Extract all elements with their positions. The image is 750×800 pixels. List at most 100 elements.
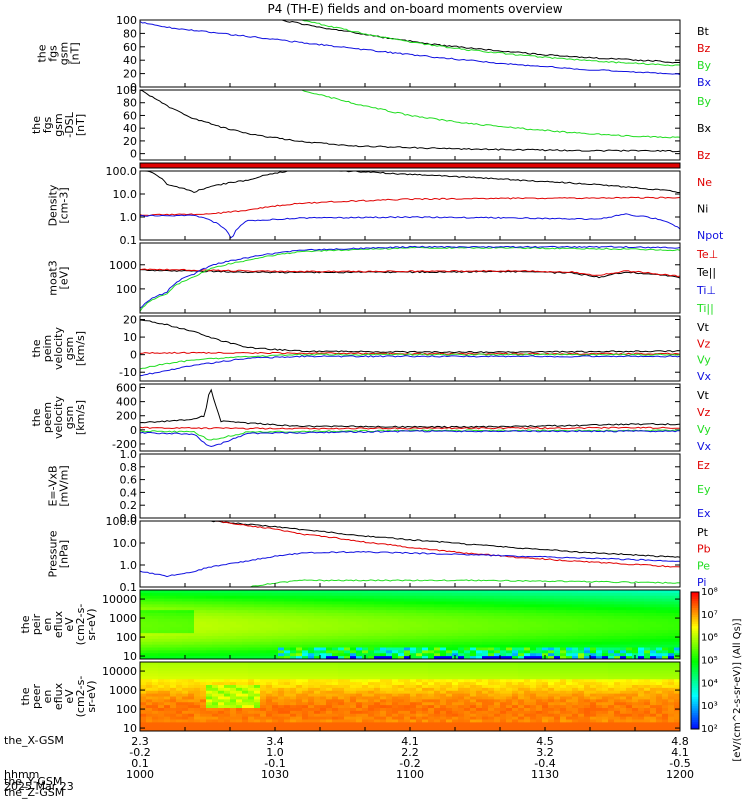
spectrogram-cell	[320, 598, 327, 603]
spectrogram-cell	[236, 595, 243, 600]
spectrogram-cell	[344, 702, 351, 706]
spectrogram-cell	[248, 647, 255, 651]
spectrogram-cell	[386, 590, 393, 594]
spectrogram-cell	[374, 650, 381, 654]
spectrogram-cell	[254, 705, 261, 709]
spectrogram-cell	[566, 687, 573, 692]
spectrogram-cell	[470, 627, 477, 631]
spectrogram-cell	[566, 630, 573, 634]
spectrogram-cell	[260, 716, 267, 721]
spectrogram-cell	[662, 630, 669, 634]
spectrogram-cell	[272, 615, 279, 620]
spectrogram-cell	[662, 604, 669, 608]
spectrogram-cell	[212, 710, 219, 715]
spectrogram-cell	[596, 630, 603, 634]
spectrogram-cell	[266, 719, 273, 723]
spectrogram-cell	[656, 667, 663, 672]
spectrogram-cell	[398, 615, 405, 620]
spectrogram-cell	[272, 713, 279, 718]
spectrogram-cell	[236, 590, 243, 594]
spectrogram-cell	[488, 638, 495, 643]
y-axis-label: [nT]	[69, 42, 82, 64]
spectrogram-cell	[578, 615, 585, 620]
spectrogram-cell	[170, 595, 177, 600]
spectrogram-cell	[314, 690, 321, 695]
spectrogram-cell	[530, 685, 537, 689]
spectrogram-cell	[152, 716, 159, 721]
spectrogram-cell	[272, 601, 279, 605]
spectrogram-cell	[662, 667, 669, 672]
spectrogram-cell	[458, 618, 465, 623]
spectrogram-cell	[626, 682, 633, 686]
spectrogram-cell	[338, 676, 345, 680]
spectrogram-cell	[320, 705, 327, 709]
spectrogram-cell	[392, 638, 399, 643]
spectrogram-cell	[572, 590, 579, 594]
spectrogram-cell	[164, 685, 171, 689]
spectrogram-cell	[404, 719, 411, 723]
spectrogram-cell	[428, 676, 435, 680]
spectrogram-cell	[230, 667, 237, 672]
spectrogram-cell	[470, 662, 477, 666]
spectrogram-cell	[446, 719, 453, 723]
spectrogram-cell	[434, 633, 441, 637]
spectrogram-cell	[602, 613, 609, 617]
spectrogram-cell	[410, 662, 417, 666]
spectrogram-cell	[332, 638, 339, 643]
spectrogram-cell	[254, 722, 261, 726]
spectrogram-cell	[218, 690, 225, 695]
y-tick-label: 10.0	[113, 537, 138, 550]
spectrogram-cell	[662, 693, 669, 698]
spectrogram-cell	[254, 610, 261, 614]
spectrogram-cell	[224, 710, 231, 715]
spectrogram-cell	[200, 607, 207, 611]
spectrogram-cell	[614, 699, 621, 703]
spectrogram-cell	[488, 636, 495, 640]
spectrogram-cell	[188, 627, 195, 631]
spectrogram-cell	[506, 590, 513, 594]
spectrogram-cell	[332, 618, 339, 623]
spectrogram-cell	[158, 638, 165, 643]
spectrogram-cell	[662, 644, 669, 649]
spectrogram-cell	[428, 604, 435, 608]
spectrogram-cell	[464, 722, 471, 726]
spectrogram-cell	[218, 621, 225, 626]
spectrogram-cell	[440, 682, 447, 686]
spectrogram-cell	[614, 624, 621, 628]
spectrogram-cell	[674, 708, 681, 712]
spectrogram-cell	[416, 722, 423, 726]
spectrogram-cell	[158, 653, 165, 657]
spectrogram-cell	[650, 647, 657, 651]
spectrogram-cell	[512, 627, 519, 631]
spectrogram-cell	[650, 598, 657, 603]
spectrogram-cell	[140, 592, 147, 597]
spectrogram-cell	[422, 662, 429, 666]
spectrogram-cell	[590, 647, 597, 651]
colorbar-cell	[691, 601, 699, 604]
spectrogram-cell	[500, 708, 507, 712]
spectrogram-cell	[428, 702, 435, 706]
spectrogram-cell	[650, 644, 657, 649]
spectrogram-cell	[614, 636, 621, 640]
series-line-pb	[216, 520, 681, 568]
spectrogram-cell	[242, 679, 249, 683]
spectrogram-cell	[530, 662, 537, 666]
spectrogram-cell	[554, 685, 561, 689]
spectrogram-cell	[422, 621, 429, 626]
spectrogram-cell	[380, 638, 387, 643]
spectrogram-cell	[512, 690, 519, 695]
spectrogram-cell	[602, 615, 609, 620]
spectrogram-cell	[332, 690, 339, 695]
spectrogram-cell	[584, 644, 591, 649]
spectrogram-cell	[200, 713, 207, 718]
spectrogram-cell	[548, 685, 555, 689]
spectrogram-cell	[350, 662, 357, 666]
spectrogram-cell	[464, 604, 471, 608]
spectrogram-cell	[476, 636, 483, 640]
spectrogram-cell	[452, 644, 459, 649]
spectrogram-cell	[224, 633, 231, 637]
series-line-ni	[140, 170, 680, 194]
spectrogram-cell	[656, 636, 663, 640]
spectrogram-cell	[554, 636, 561, 640]
spectrogram-cell	[308, 607, 315, 611]
